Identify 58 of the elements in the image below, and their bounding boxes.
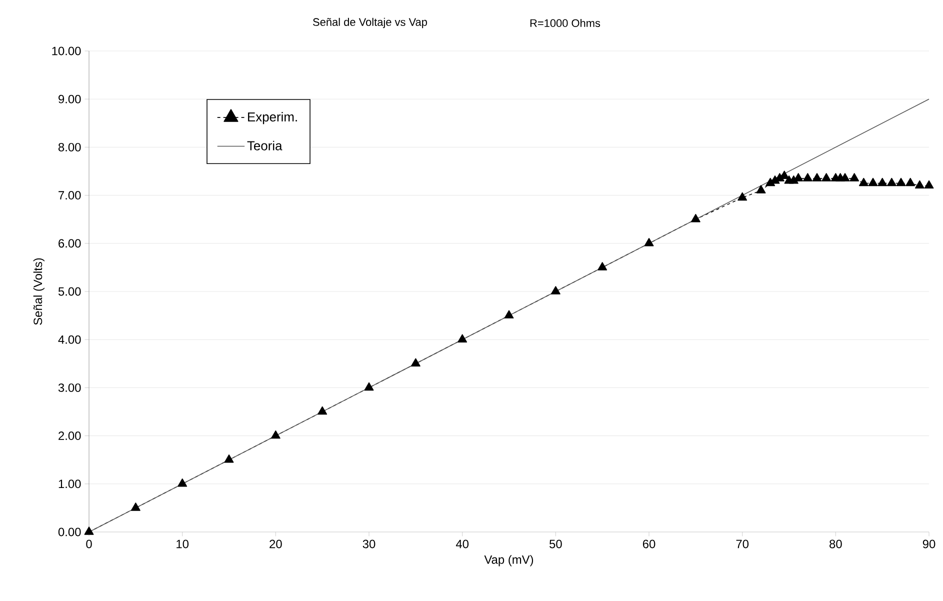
point <box>924 180 934 189</box>
point <box>364 382 374 391</box>
y-tick-label: 10.00 <box>52 46 81 56</box>
x-tick-label: 20 <box>270 540 282 548</box>
point <box>858 178 868 186</box>
point <box>878 178 888 186</box>
point <box>886 178 896 186</box>
point <box>896 178 906 186</box>
y-tick-label: 0.00 <box>58 528 81 536</box>
x-tick-label: 40 <box>456 540 469 548</box>
y-tick-label: 9.00 <box>58 94 81 104</box>
y-tick-label: 6.00 <box>58 239 81 248</box>
y-axis-title: Señal (Volts) <box>33 258 44 325</box>
point <box>598 262 608 270</box>
point <box>130 502 140 511</box>
point <box>504 310 514 318</box>
point <box>224 454 234 463</box>
point <box>756 185 766 194</box>
x-tick-label: 10 <box>176 540 189 548</box>
point <box>738 192 748 201</box>
x-tick-label: 90 <box>922 540 936 548</box>
y-tick-label: 2.00 <box>58 432 81 440</box>
point <box>822 173 832 182</box>
point <box>850 173 860 182</box>
point <box>690 214 700 222</box>
point <box>458 334 468 342</box>
point <box>812 173 822 182</box>
x-tick-label: 70 <box>736 540 749 548</box>
x-tick-label: 30 <box>362 540 376 548</box>
y-tick-label: 7.00 <box>58 191 81 200</box>
point <box>914 180 924 189</box>
point <box>802 173 812 182</box>
y-tick-label: 1.00 <box>58 480 81 488</box>
point <box>780 170 790 179</box>
legend-label: Teoria <box>247 140 282 150</box>
chart-subtitle: R=1000 Ohms <box>530 18 600 28</box>
point <box>794 173 804 182</box>
y-tick-label: 8.00 <box>58 142 81 152</box>
y-tick-label: 4.00 <box>58 335 81 344</box>
point <box>270 430 280 439</box>
point <box>644 238 654 246</box>
legend-label: Experim. <box>248 112 297 124</box>
point <box>868 178 878 186</box>
point <box>178 478 188 487</box>
x-tick-label: 80 <box>830 540 842 548</box>
y-tick-label: 3.00 <box>58 383 81 392</box>
point <box>906 178 916 186</box>
chart-title: Señal de Voltaje vs Vap <box>313 18 427 28</box>
point <box>318 406 328 415</box>
point <box>410 358 420 367</box>
point <box>84 526 94 535</box>
x-axis-title: Vap (mV) <box>484 555 534 566</box>
point <box>840 173 850 182</box>
point <box>550 286 560 294</box>
x-tick-label: 60 <box>642 540 656 548</box>
y-tick-label: 5.00 <box>58 287 81 296</box>
x-tick-label: 0 <box>86 540 92 548</box>
x-tick-label: 50 <box>550 540 562 548</box>
